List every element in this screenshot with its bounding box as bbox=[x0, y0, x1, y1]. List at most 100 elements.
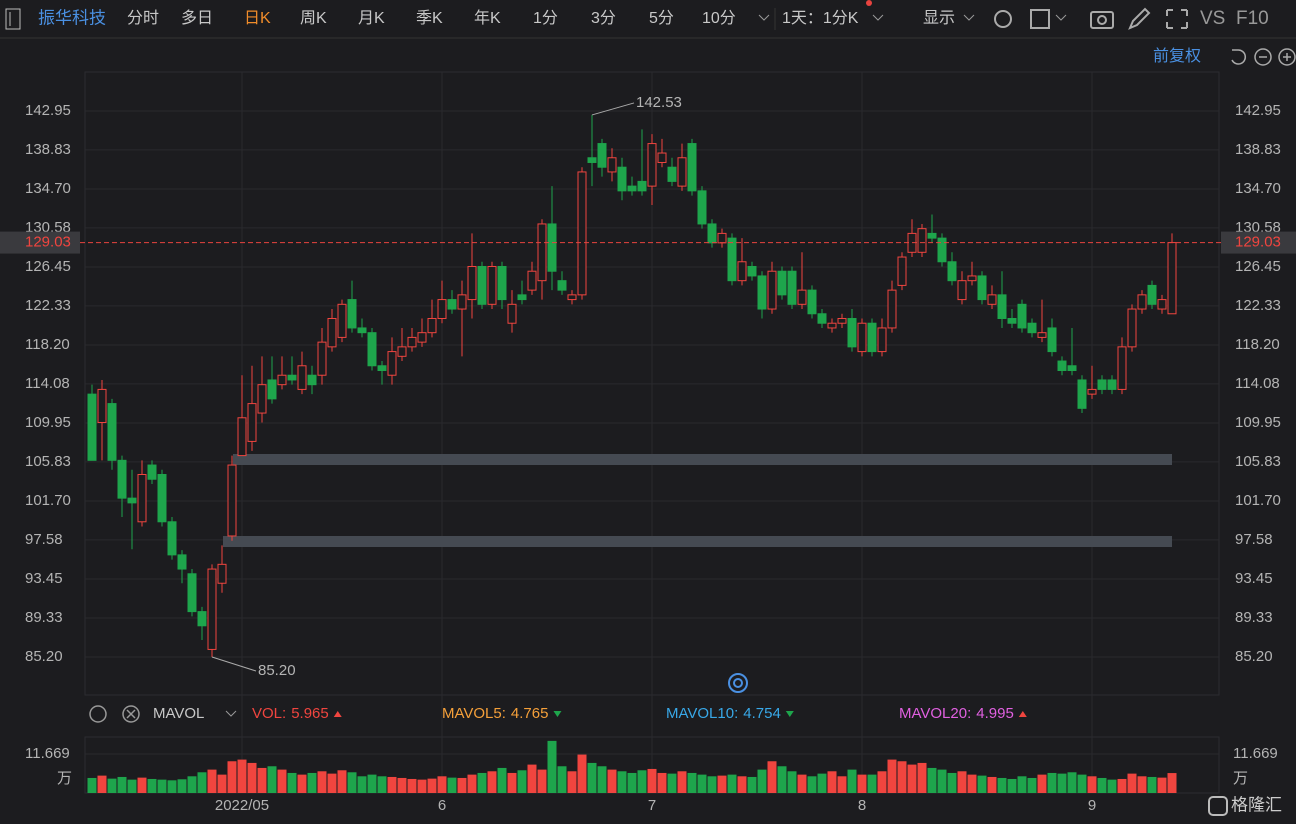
candle-body bbox=[1057, 360, 1067, 371]
volume-bar bbox=[1027, 777, 1037, 793]
period-select[interactable]: 1天：1分K bbox=[782, 9, 859, 27]
candle-body bbox=[577, 171, 587, 296]
candle-body bbox=[1127, 308, 1137, 348]
y-tick-label-right: 97.58 bbox=[1235, 531, 1273, 548]
vs-button[interactable]: VS bbox=[1200, 8, 1225, 29]
period-tab[interactable]: 年K bbox=[474, 9, 501, 27]
volume-bar bbox=[987, 776, 997, 793]
support-band bbox=[223, 536, 1172, 547]
candle-body bbox=[747, 265, 757, 277]
draw-box-icon[interactable] bbox=[1030, 9, 1050, 29]
candle-body bbox=[557, 280, 567, 291]
y-tick-label-right: 134.70 bbox=[1235, 180, 1281, 197]
volume-bar bbox=[317, 771, 327, 793]
indicator-value: 4.995 bbox=[976, 705, 1014, 722]
period-tab[interactable]: 3分 bbox=[591, 9, 616, 27]
y-tick-label: 97.58 bbox=[25, 531, 63, 548]
y-tick-label: 122.33 bbox=[25, 297, 71, 314]
y-tick-label: 114.08 bbox=[25, 375, 70, 392]
y-tick-label-right: 101.70 bbox=[1235, 492, 1281, 509]
y-tick-label-right: 114.08 bbox=[1235, 375, 1280, 392]
candle-body bbox=[297, 365, 307, 390]
volume-bar bbox=[87, 777, 97, 793]
candle-body bbox=[307, 374, 317, 386]
candle-body bbox=[567, 294, 577, 301]
volume-bar bbox=[547, 740, 557, 793]
period-tab[interactable]: 月K bbox=[358, 10, 385, 27]
candle-body bbox=[727, 237, 737, 282]
last-price-box bbox=[0, 231, 80, 254]
sidebar-toggle[interactable] bbox=[5, 8, 21, 30]
volume-bar bbox=[587, 762, 597, 793]
candle-body bbox=[97, 388, 107, 424]
annotation-leader bbox=[591, 102, 635, 116]
reset-icon[interactable] bbox=[1231, 49, 1247, 65]
volume-bar bbox=[847, 769, 857, 793]
support-band bbox=[233, 454, 1172, 465]
candle-body bbox=[947, 261, 957, 282]
candle-body bbox=[247, 403, 257, 442]
candle-body bbox=[217, 563, 227, 584]
candle-body bbox=[587, 157, 597, 163]
candle-body bbox=[357, 327, 367, 334]
candle-body bbox=[477, 265, 487, 305]
trend-arrow bbox=[1018, 711, 1027, 717]
annotation: 85.20 bbox=[258, 662, 296, 679]
candle-body bbox=[967, 275, 977, 282]
candle-body bbox=[1147, 284, 1157, 305]
zoom-out-icon[interactable] bbox=[1254, 48, 1272, 66]
y-tick-label-right: 89.33 bbox=[1235, 609, 1273, 626]
display-menu[interactable]: 显示 bbox=[923, 10, 955, 27]
candle-body bbox=[997, 294, 1007, 319]
period-tab[interactable]: 季K bbox=[416, 9, 443, 27]
period-tab[interactable]: 1分 bbox=[533, 9, 558, 27]
zoom-in-icon[interactable] bbox=[1278, 48, 1296, 66]
volume-bar bbox=[497, 767, 507, 793]
indicator-close[interactable] bbox=[122, 705, 140, 723]
period-tab[interactable]: 日K bbox=[244, 10, 271, 27]
period-tab[interactable]: 10分 bbox=[702, 9, 736, 27]
candle-body bbox=[107, 403, 117, 461]
settings-icon[interactable] bbox=[994, 10, 1012, 28]
indicator-settings[interactable] bbox=[89, 705, 107, 723]
period-tabs: 分时 多日 日K 周K 月K 季K 年K 1分 3分 5分 10分 bbox=[127, 9, 736, 27]
period-tab[interactable]: 分时 bbox=[127, 9, 159, 27]
volume-bar bbox=[977, 775, 987, 793]
y-tick-label-right: 118.20 bbox=[1235, 336, 1280, 353]
pen-icon[interactable] bbox=[1128, 7, 1151, 30]
candle-body bbox=[1027, 322, 1037, 334]
volume-bar bbox=[1007, 778, 1017, 793]
y-tick-label: 105.83 bbox=[25, 453, 71, 470]
volume-bar bbox=[667, 773, 677, 793]
volume-bar bbox=[477, 772, 487, 793]
f10-button[interactable]: F10 bbox=[1236, 8, 1269, 29]
y-tick-label-right: 105.83 bbox=[1235, 453, 1281, 470]
stock-name[interactable]: 振华科技 bbox=[38, 8, 106, 27]
candle-body bbox=[1077, 379, 1087, 409]
period-tab[interactable]: 多日 bbox=[181, 9, 213, 27]
candle-body bbox=[277, 374, 287, 386]
volume-bar bbox=[1137, 776, 1147, 793]
period-tab[interactable]: 5分 bbox=[649, 9, 674, 27]
camera-icon[interactable] bbox=[1090, 11, 1114, 29]
volume-bar bbox=[577, 754, 587, 793]
volume-bar bbox=[367, 774, 377, 793]
period-chevron bbox=[872, 14, 884, 21]
candle-body bbox=[197, 611, 207, 627]
indicator-name[interactable]: MAVOL bbox=[153, 705, 204, 722]
candle-body bbox=[787, 270, 797, 305]
volume-bar bbox=[607, 769, 617, 793]
volume-bar bbox=[1157, 777, 1167, 793]
adjust-mode[interactable]: 前复权 bbox=[1153, 47, 1201, 65]
volume-tick-label: 11.669 bbox=[25, 745, 70, 762]
more-chevron[interactable] bbox=[758, 14, 770, 21]
trend-arrow bbox=[785, 711, 794, 717]
locate-icon[interactable] bbox=[728, 673, 748, 693]
last-price-box-right bbox=[1221, 231, 1296, 254]
volume-bar bbox=[597, 766, 607, 793]
fullscreen-icon[interactable] bbox=[1166, 9, 1188, 29]
volume-bar bbox=[637, 770, 647, 793]
period-tab[interactable]: 周K bbox=[300, 10, 327, 27]
volume-bar bbox=[567, 771, 577, 793]
volume-bar bbox=[907, 764, 917, 793]
